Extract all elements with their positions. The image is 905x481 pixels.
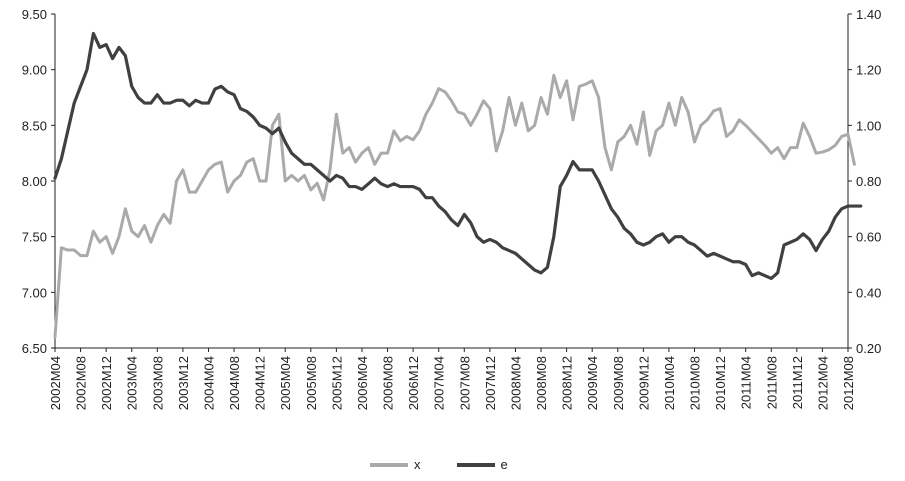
- y-left-tick-label: 7.50: [22, 230, 47, 245]
- x-tick-label: 2012M08: [841, 356, 856, 410]
- x-tick-label: 2006M12: [406, 356, 421, 410]
- x-tick-label: 2010M12: [713, 356, 728, 410]
- x-tick-label: 2008M08: [534, 356, 549, 410]
- x-tick-label: 2004M08: [227, 356, 242, 410]
- x-tick-label: 2005M12: [329, 356, 344, 410]
- y-right-tick-label: 0.60: [856, 230, 881, 245]
- x-tick-label: 2006M04: [355, 356, 370, 410]
- x-tick-label: 2004M12: [253, 356, 268, 410]
- x-tick-label: 2007M08: [457, 356, 472, 410]
- x-tick-label: 2003M12: [176, 356, 191, 410]
- y-right-tick-label: 1.00: [856, 118, 881, 133]
- x-tick-label: 2012M04: [815, 356, 830, 410]
- labels-layer: 6.50 7.00 7.50 8.00 8.50 9.00 9.50 0.20 0.40 0.60…: [22, 7, 882, 410]
- legend-label-x: x: [414, 457, 421, 472]
- x-tick-label: 2003M08: [150, 356, 165, 410]
- x-tick-label: 2011M04: [739, 356, 754, 409]
- x-tick-label: 2010M08: [688, 356, 703, 410]
- x-tick-label: 2003M04: [125, 356, 140, 410]
- legend-label-e: e: [500, 457, 508, 472]
- legend-item-x: x: [370, 457, 421, 472]
- x-tick-label: 2009M12: [636, 356, 651, 410]
- x-tick-label: 2005M08: [304, 356, 319, 410]
- x-tick-label: 2009M04: [585, 356, 600, 410]
- x-tick-label: 2002M12: [99, 356, 114, 410]
- y-left-tick-label: 8.00: [22, 174, 47, 189]
- legend-swatch-x: [370, 462, 408, 467]
- y-left-tick-label: 6.50: [22, 341, 47, 356]
- series-line-e: [53, 31, 863, 281]
- x-tick-label: 2002M08: [74, 356, 89, 410]
- x-tick-label: 2008M12: [560, 356, 575, 410]
- x-tick-label: 2005M04: [278, 356, 293, 410]
- x-tick-label: 2006M08: [381, 356, 396, 410]
- y-right-tick-label: 0.80: [856, 174, 881, 189]
- x-tick-label: 2007M04: [432, 356, 447, 410]
- x-tick-label: 2008M04: [508, 356, 523, 410]
- axes-layer: [51, 13, 852, 352]
- y-left-tick-label: 8.50: [22, 118, 47, 133]
- y-right-tick-label: 0.20: [856, 341, 881, 356]
- legend-item-e: e: [456, 457, 508, 472]
- x-tick-label: 2002M04: [48, 356, 63, 410]
- x-tick-label: 2007M12: [483, 356, 498, 410]
- series-layer: [53, 31, 863, 339]
- legend-swatch-e: [456, 462, 495, 467]
- x-tick-label: 2011M12: [790, 356, 805, 409]
- y-right-tick-label: 1.40: [856, 7, 881, 22]
- y-right-tick-label: 1.20: [856, 63, 881, 78]
- x-tick-label: 2010M04: [662, 356, 677, 410]
- y-left-tick-label: 7.00: [22, 285, 47, 300]
- legend: x e: [370, 457, 544, 472]
- series-line-x: [53, 73, 856, 339]
- y-left-tick-label: 9.00: [22, 63, 47, 78]
- x-tick-label: 2004M04: [201, 356, 216, 410]
- x-tick-label: 2009M08: [611, 356, 626, 410]
- x-tick-label: 2011M08: [764, 356, 779, 409]
- y-left-tick-label: 9.50: [22, 7, 47, 22]
- y-right-tick-label: 0.40: [856, 285, 881, 300]
